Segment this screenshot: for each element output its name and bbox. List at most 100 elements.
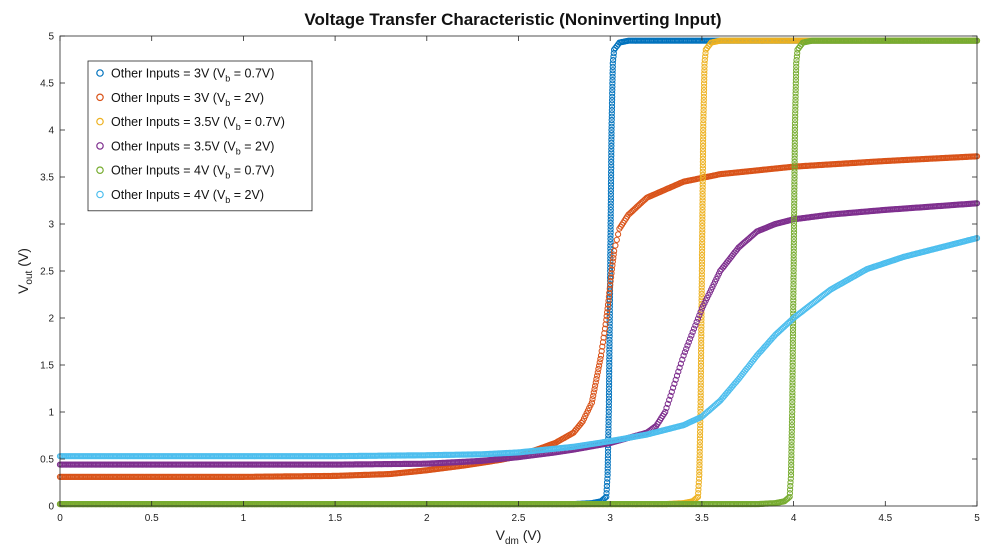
data-point — [607, 232, 614, 239]
data-point — [604, 472, 611, 479]
data-point — [597, 352, 605, 359]
data-point — [609, 70, 616, 77]
data-point — [611, 248, 618, 255]
data-point — [605, 422, 612, 429]
data-point — [695, 486, 702, 493]
data-point — [609, 83, 616, 90]
data-point — [791, 123, 799, 130]
data-point — [607, 229, 614, 236]
x-tick-label: 2 — [424, 513, 430, 524]
data-point — [788, 442, 795, 449]
data-point — [606, 353, 613, 360]
data-point — [606, 289, 613, 296]
data-point — [791, 194, 798, 201]
data-point — [604, 475, 611, 482]
data-point — [604, 309, 611, 316]
data-point — [700, 126, 707, 134]
data-point — [606, 336, 613, 343]
data-point — [790, 281, 797, 288]
x-tick-label: 4 — [791, 513, 797, 524]
data-point — [791, 200, 798, 207]
data-point — [600, 334, 607, 341]
data-point — [613, 236, 620, 243]
axis-label-text: Vout (V) — [15, 248, 35, 294]
data-point — [789, 395, 796, 402]
data-point — [592, 382, 599, 389]
data-point — [605, 428, 612, 435]
data-point — [695, 482, 702, 490]
data-point — [606, 376, 613, 383]
data-point — [605, 405, 612, 412]
data-point — [792, 80, 799, 87]
data-point — [700, 120, 707, 127]
x-tick-label: 5 — [974, 513, 980, 524]
x-tick-label: 2.5 — [512, 513, 526, 524]
data-point — [697, 385, 704, 392]
data-point — [697, 376, 704, 383]
data-point — [607, 235, 614, 243]
data-point — [603, 316, 610, 323]
y-tick-label: 2.5 — [40, 267, 54, 278]
data-point — [670, 384, 677, 391]
data-point — [701, 80, 708, 87]
data-point — [789, 392, 796, 399]
series-layer — [56, 37, 981, 508]
data-point — [790, 287, 797, 294]
data-point — [596, 359, 603, 366]
data-point — [609, 63, 616, 71]
legend-marker — [96, 166, 104, 175]
data-point — [696, 475, 703, 482]
data-point — [791, 178, 798, 185]
data-point — [699, 191, 706, 198]
data-point — [792, 100, 799, 107]
data-point — [700, 107, 707, 114]
data-point — [698, 255, 706, 262]
data-point — [606, 349, 613, 356]
data-point — [609, 60, 616, 67]
data-point — [700, 100, 707, 107]
axis-label-text: Vdm (V) — [496, 527, 542, 547]
data-point — [700, 87, 708, 94]
data-point — [788, 465, 795, 472]
series-6 — [56, 235, 981, 460]
data-point — [789, 369, 796, 376]
data-point — [609, 258, 616, 265]
data-point — [590, 392, 597, 399]
data-point — [697, 392, 704, 399]
data-point — [790, 219, 798, 226]
data-point — [594, 372, 601, 379]
data-point — [595, 365, 602, 373]
data-point — [698, 343, 705, 350]
data-point — [791, 136, 798, 143]
data-point — [790, 307, 797, 314]
data-point — [793, 60, 800, 67]
data-point — [608, 152, 615, 159]
data-point — [607, 187, 615, 194]
data-point — [604, 305, 611, 312]
data-point — [788, 452, 795, 459]
data-point — [787, 475, 794, 482]
chart-title: Voltage Transfer Characteristic (Noninve… — [304, 10, 721, 29]
data-point — [698, 264, 706, 271]
data-point — [677, 360, 685, 367]
data-point — [698, 333, 705, 340]
data-point — [788, 415, 796, 422]
legend-marker — [96, 190, 104, 199]
data-point — [605, 297, 612, 304]
data-point — [701, 63, 708, 71]
data-point — [700, 113, 707, 120]
data-point — [602, 321, 609, 328]
data-point — [697, 372, 705, 379]
data-point — [672, 376, 679, 383]
data-point — [696, 455, 703, 462]
data-point — [699, 149, 707, 156]
data-point — [590, 389, 597, 396]
data-point — [699, 178, 706, 185]
data-point — [610, 57, 617, 64]
data-point — [588, 399, 596, 406]
data-point — [789, 385, 796, 392]
data-point — [700, 130, 707, 137]
data-point — [699, 245, 706, 252]
data-point — [700, 123, 707, 130]
